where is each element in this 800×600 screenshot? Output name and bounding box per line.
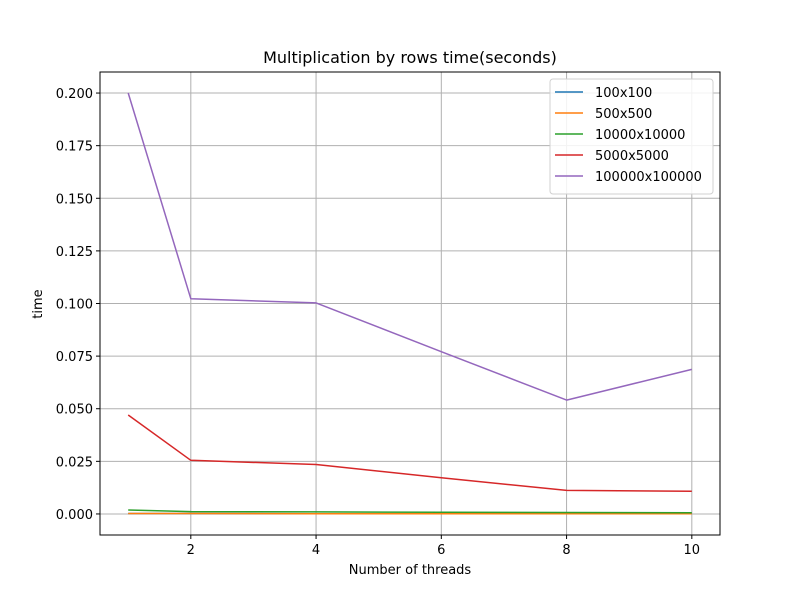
legend-label: 5000x5000 (595, 149, 669, 164)
series-line-5000x5000 (127, 414, 692, 492)
y-tick-label: 0.175 (56, 140, 93, 155)
legend: 100x100 500x500 10000x10000 5000x5000 100000… (549, 78, 714, 195)
x-tick-label: 6 (437, 543, 445, 558)
x-tick-label: 4 (312, 543, 320, 558)
x-tick-label: 2 (187, 543, 195, 558)
series-line-100000x100000 (127, 92, 692, 401)
x-tick-label: 10 (684, 543, 701, 558)
y-axis-ticks: 0.000 0.025 0.050 0.075 0.100 0.125 0.150 0.175… (56, 87, 100, 523)
y-tick-label: 0.100 (56, 298, 93, 313)
y-tick-label: 0.075 (56, 350, 93, 365)
series-line-10000x10000 (128, 509, 692, 514)
x-axis-label: Number of threads (349, 563, 472, 578)
legend-label: 100x100 (595, 86, 652, 101)
y-tick-label: 0.025 (56, 455, 93, 470)
y-tick-label: 0.200 (56, 87, 93, 102)
y-tick-label: 0.150 (56, 192, 93, 207)
chart-title: Multiplication by rows time(seconds) (263, 48, 557, 67)
y-tick-label: 0.125 (56, 245, 93, 260)
series-lines (127, 92, 692, 515)
legend-label: 10000x10000 (595, 128, 685, 143)
legend-box (549, 78, 714, 195)
x-axis-ticks: 2 4 6 8 10 (187, 535, 700, 558)
legend-label: 100000x100000 (595, 170, 702, 185)
y-axis-label: time (31, 289, 46, 318)
legend-label: 500x500 (595, 107, 652, 122)
y-tick-label: 0.000 (56, 508, 93, 523)
x-tick-label: 8 (562, 543, 570, 558)
y-tick-label: 0.050 (56, 403, 93, 418)
